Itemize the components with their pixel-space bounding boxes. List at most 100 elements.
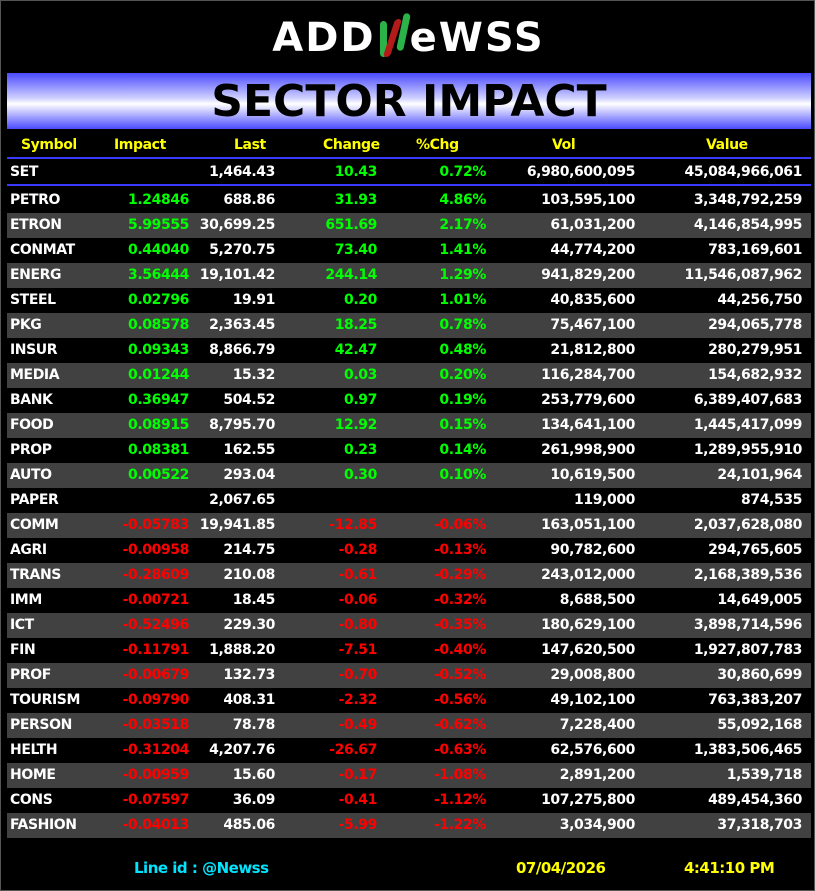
- impact: -0.07597: [122, 792, 190, 808]
- change: -7.51: [338, 642, 378, 658]
- title-banner: SECTOR IMPACT: [7, 73, 811, 129]
- table-header: Symbol Impact Last Change %Chg Vol Value: [7, 133, 811, 158]
- pchg: -0.40%: [434, 642, 486, 658]
- last: 78.78: [232, 717, 276, 733]
- vol: 75,467,100: [550, 317, 635, 333]
- pchg: -1.22%: [434, 817, 486, 833]
- impact: 0.08381: [128, 442, 189, 458]
- symbol: HOME: [10, 767, 56, 783]
- col-pchg: %Chg: [416, 137, 459, 153]
- vol: 40,835,600: [550, 292, 635, 308]
- col-impact: Impact: [114, 137, 166, 153]
- vol: 103,595,100: [541, 192, 635, 208]
- table-row: FOOD 0.08915 8,795.70 12.92 0.15% 134,641,100…: [7, 413, 811, 438]
- change: 0.23: [344, 442, 377, 458]
- impact: 0.00522: [128, 467, 189, 483]
- impact: 0.01244: [128, 367, 189, 383]
- table-row: AUTO 0.00522 293.04 0.30 0.10% 10,619,500 24,1…: [7, 463, 811, 488]
- symbol: IMM: [10, 592, 42, 608]
- vol: 29,008,800: [550, 667, 635, 683]
- n-logo-mark: [376, 12, 411, 57]
- pchg: 0.10%: [439, 467, 486, 483]
- col-value: Value: [706, 137, 748, 153]
- vol: 119,000: [574, 492, 635, 508]
- col-vol: Vol: [552, 137, 576, 153]
- vol: 21,812,800: [550, 342, 635, 358]
- value: 37,318,703: [717, 817, 802, 833]
- table-row: ICT -0.52496 229.30 -0.80 -0.35% 180,629,100 3…: [7, 613, 811, 638]
- change: 12.92: [334, 417, 378, 433]
- table-row: AGRI -0.00958 214.75 -0.28 -0.13% 90,782,600 2…: [7, 538, 811, 563]
- change: -12.85: [329, 517, 377, 533]
- change: -0.80: [338, 617, 378, 633]
- impact: -0.00958: [122, 542, 190, 558]
- symbol: AUTO: [10, 467, 52, 483]
- symbol: FASHION: [10, 817, 77, 833]
- symbol: TRANS: [10, 567, 61, 583]
- impact: -0.09790: [122, 692, 190, 708]
- table-row: BANK 0.36947 504.52 0.97 0.19% 253,779,600 6,3…: [7, 388, 811, 413]
- change: 42.47: [334, 342, 378, 358]
- last: 15.32: [232, 367, 276, 383]
- page-title: SECTOR IMPACT: [211, 75, 607, 127]
- last: 132.73: [223, 667, 275, 683]
- impact: 0.36947: [128, 392, 189, 408]
- table-row: ENERG 3.56444 19,101.42 244.14 1.29% 941,829,…: [7, 263, 811, 288]
- table-row: TOURISM -0.09790 408.31 -2.32 -0.56% 49,102,1…: [7, 688, 811, 713]
- table-row: COMM -0.05783 19,941.85 -12.85 -0.06% 163,051…: [7, 513, 811, 538]
- pchg: 1.29%: [439, 267, 486, 283]
- change: -0.41: [338, 792, 378, 808]
- value: 45,084,966,061: [684, 164, 802, 180]
- pchg: -0.35%: [434, 617, 486, 633]
- change: -26.67: [329, 742, 377, 758]
- pchg: -1.12%: [434, 792, 486, 808]
- change: -0.28: [338, 542, 378, 558]
- symbol: TOURISM: [10, 692, 81, 708]
- pchg: -0.63%: [434, 742, 486, 758]
- vol: 107,275,800: [541, 792, 635, 808]
- last: 229.30: [223, 617, 275, 633]
- vol: 253,779,600: [541, 392, 635, 408]
- pchg: -0.56%: [434, 692, 486, 708]
- pchg: 0.48%: [439, 342, 486, 358]
- last: 15.60: [232, 767, 276, 783]
- pchg: 1.41%: [439, 242, 486, 258]
- change: 651.69: [325, 217, 377, 233]
- table-row: HOME -0.00959 15.60 -0.17 -1.08% 2,891,200 1,5…: [7, 763, 811, 788]
- last: 210.08: [223, 567, 275, 583]
- value: 294,765,605: [708, 542, 802, 558]
- col-last: Last: [234, 137, 266, 153]
- last: 2,363.45: [209, 317, 275, 333]
- pchg: 2.17%: [439, 217, 486, 233]
- table-row: CONS -0.07597 36.09 -0.41 -1.12% 107,275,800 4…: [7, 788, 811, 813]
- table-row: PROP 0.08381 162.55 0.23 0.14% 261,998,900 1,2…: [7, 438, 811, 463]
- last: 162.55: [223, 442, 275, 458]
- impact: -0.04013: [122, 817, 190, 833]
- change: -0.49: [338, 717, 378, 733]
- impact: 0.08915: [128, 417, 189, 433]
- last: 4,207.76: [209, 742, 275, 758]
- vol: 180,629,100: [541, 617, 635, 633]
- value: 3,898,714,596: [693, 617, 803, 633]
- last: 2,067.65: [209, 492, 275, 508]
- vol: 261,998,900: [541, 442, 635, 458]
- impact: -0.31204: [122, 742, 190, 758]
- value: 44,256,750: [717, 292, 802, 308]
- symbol: PKG: [10, 317, 42, 333]
- value: 4,146,854,995: [693, 217, 803, 233]
- symbol: MEDIA: [10, 367, 60, 383]
- symbol: AGRI: [10, 542, 47, 558]
- last: 30,699.25: [199, 217, 276, 233]
- value: 1,445,417,099: [693, 417, 803, 433]
- symbol: COMM: [10, 517, 59, 533]
- value: 874,535: [741, 492, 802, 508]
- table-row: INSUR 0.09343 8,866.79 42.47 0.48% 21,812,800…: [7, 338, 811, 363]
- vol: 3,034,900: [559, 817, 636, 833]
- last: 1,888.20: [209, 642, 275, 658]
- value: 14,649,005: [717, 592, 802, 608]
- value: 783,169,601: [708, 242, 802, 258]
- change: -0.06: [338, 592, 378, 608]
- change: -0.70: [338, 667, 378, 683]
- impact: 1.24846: [128, 192, 189, 208]
- vol: 62,576,600: [550, 742, 635, 758]
